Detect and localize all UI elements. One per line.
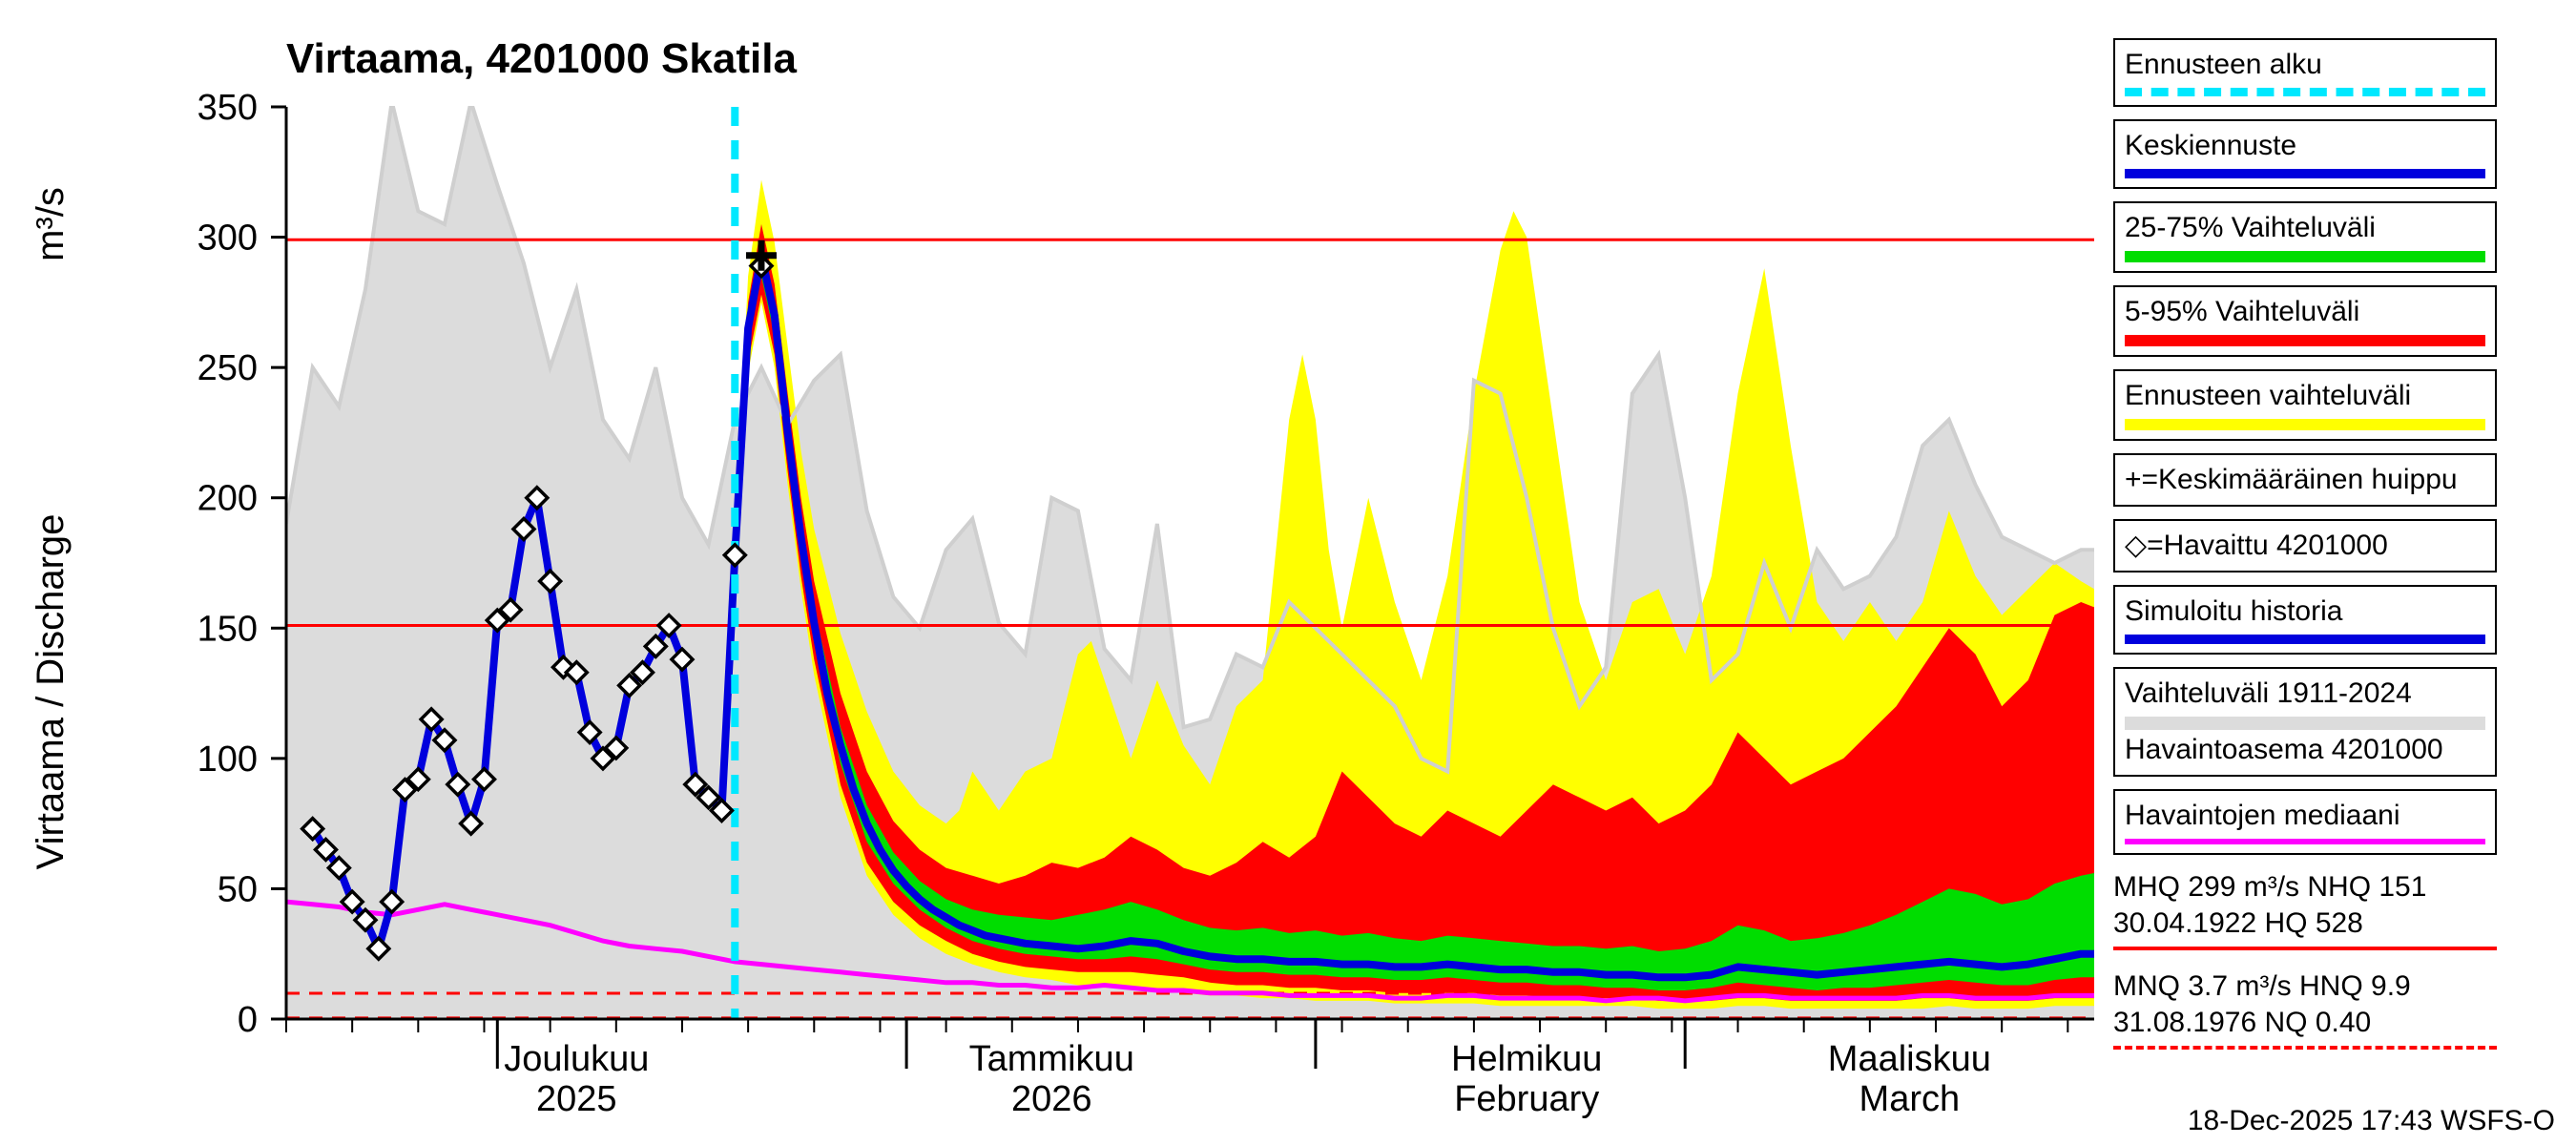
p25-75-area [735, 242, 2094, 990]
observed-marker [431, 727, 458, 754]
legend-label: Havaintoasema 4201000 [2125, 734, 2443, 765]
y-tick-label: 100 [197, 739, 258, 780]
observed-marker [339, 888, 365, 915]
legend-label: Ennusteen alku [2125, 49, 2322, 80]
month-sublabel: March [1859, 1079, 1961, 1119]
month-label: Joulukuu [504, 1039, 649, 1079]
legend-label: ◇=Havaittu 4201000 [2125, 530, 2388, 561]
observed-marker [352, 906, 379, 933]
y-tick-label: 0 [238, 1000, 258, 1040]
observed-marker [642, 633, 669, 659]
legend-label: Vaihteluväli 1911-2024 [2125, 677, 2412, 709]
month-label: Maaliskuu [1828, 1039, 1991, 1079]
legend-sample-line [2125, 839, 2485, 844]
observed-marker [655, 613, 682, 639]
observed-marker [576, 719, 603, 746]
observed-marker [313, 836, 339, 863]
month-sublabel: February [1454, 1079, 1599, 1119]
legend-sample-line [2113, 1046, 2497, 1050]
legend-item-vaihteluvali-1911-2024: Vaihteluväli 1911-2024 Havaintoasema 4201… [2113, 667, 2497, 777]
legend-item-havaittu: ◇=Havaittu 4201000 [2113, 519, 2497, 572]
observed-marker [418, 706, 445, 733]
legend-item-ennusteen-vaihteluvali: Ennusteen vaihteluväli [2113, 369, 2497, 441]
y-tick-label: 150 [197, 609, 258, 649]
observed-marker [629, 659, 655, 686]
observed-marker [708, 798, 735, 823]
legend-item-ennusteen-alku: Ennusteen alku [2113, 38, 2497, 107]
observed-marker [365, 935, 392, 962]
observed-marker [669, 646, 696, 673]
legend-label: 25-75% Vaihteluväli [2125, 212, 2376, 243]
observed-marker [458, 810, 485, 837]
legend-label: MNQ 3.7 m³/s HNQ 9.9 [2113, 970, 2411, 1002]
legend-label: +=Keskimääräinen huippu [2125, 464, 2458, 495]
month-sublabel: 2025 [536, 1079, 617, 1119]
legend-item-vaihteluvali-5-95: 5-95% Vaihteluväli [2113, 285, 2497, 357]
obs-median-line [286, 899, 2094, 1004]
observed-marker [510, 516, 537, 542]
legend-item-mnq: MNQ 3.7 m³/s HNQ 9.9 31.08.1976 NQ 0.40 [2113, 967, 2497, 1053]
y-tick-label: 50 [218, 869, 258, 909]
month-sublabel: 2026 [1011, 1079, 1092, 1119]
observed-marker [379, 888, 405, 915]
y-tick-label: 250 [197, 348, 258, 388]
timestamp: 18-Dec-2025 17:43 WSFS-O [2187, 1105, 2555, 1136]
observed-marker [392, 777, 418, 803]
y-axis-label: Virtaama / Discharge [30, 514, 72, 870]
observed-marker [603, 735, 630, 761]
legend-label: Ennusteen vaihteluväli [2125, 380, 2412, 411]
observed-marker [471, 766, 497, 793]
observed-marker [325, 855, 352, 882]
legend-sample-line [2125, 251, 2485, 262]
plot-area [286, 106, 2094, 1020]
legend-sample-line [2125, 169, 2485, 178]
legend-sample-line [2113, 947, 2497, 950]
legend-item-keskimaarainen-huippu: +=Keskimääräinen huippu [2113, 453, 2497, 507]
legend-sample-line [2125, 419, 2485, 430]
legend-label: 5-95% Vaihteluväli [2125, 296, 2360, 327]
legend-item-vaihteluvali-25-75: 25-75% Vaihteluväli [2113, 201, 2497, 273]
chart-legend: Ennusteen alku Keskiennuste 25-75% Vaihtel… [2113, 38, 2497, 1066]
hist-range-boundary-line [286, 106, 2094, 775]
observed-marker [484, 607, 510, 634]
legend-sample-line [2125, 88, 2485, 96]
observed-marker [445, 771, 471, 798]
forecast-median-line [731, 251, 2094, 982]
observed-marker [537, 568, 564, 594]
y-tick-label: 350 [197, 88, 258, 128]
y-tick-label: 200 [197, 479, 258, 519]
legend-label: MHQ 299 m³/s NHQ 151 [2113, 871, 2427, 903]
observed-marker [405, 766, 431, 793]
legend-item-mhq: MHQ 299 m³/s NHQ 151 30.04.1922 HQ 528 [2113, 867, 2497, 954]
legend-label: Keskiennuste [2125, 130, 2297, 161]
observed-marker [300, 816, 326, 843]
observed-marker [524, 485, 551, 511]
legend-label: Simuloitu historia [2125, 595, 2343, 627]
observed-marker [682, 771, 709, 798]
y-tick-label: 300 [197, 219, 258, 259]
observed-marker [616, 672, 643, 698]
observed-marker [721, 542, 748, 569]
month-label: Tammikuu [969, 1039, 1134, 1079]
observed-marker [497, 596, 524, 623]
observed-marker [696, 784, 722, 811]
legend-label: 31.08.1976 NQ 0.40 [2113, 1007, 2372, 1038]
legend-item-simuloitu-historia: Simuloitu historia [2113, 585, 2497, 655]
chart-title: Virtaama, 4201000 Skatila [286, 35, 797, 82]
p5-95-area [735, 223, 2094, 1001]
month-label: Helmikuu [1451, 1039, 1602, 1079]
legend-sample-line [2125, 717, 2485, 730]
legend-label: 30.04.1922 HQ 528 [2113, 907, 2363, 939]
observed-marker [563, 659, 590, 686]
y-axis-unit: m³/s [30, 187, 72, 261]
legend-sample-line [2125, 635, 2485, 644]
legend-item-keskiennuste: Keskiennuste [2113, 119, 2497, 189]
legend-item-havaintojen-mediaani: Havaintojen mediaani [2113, 789, 2497, 855]
legend-label: Havaintojen mediaani [2125, 800, 2400, 831]
legend-sample-line [2125, 335, 2485, 346]
observed-marker [590, 745, 616, 772]
